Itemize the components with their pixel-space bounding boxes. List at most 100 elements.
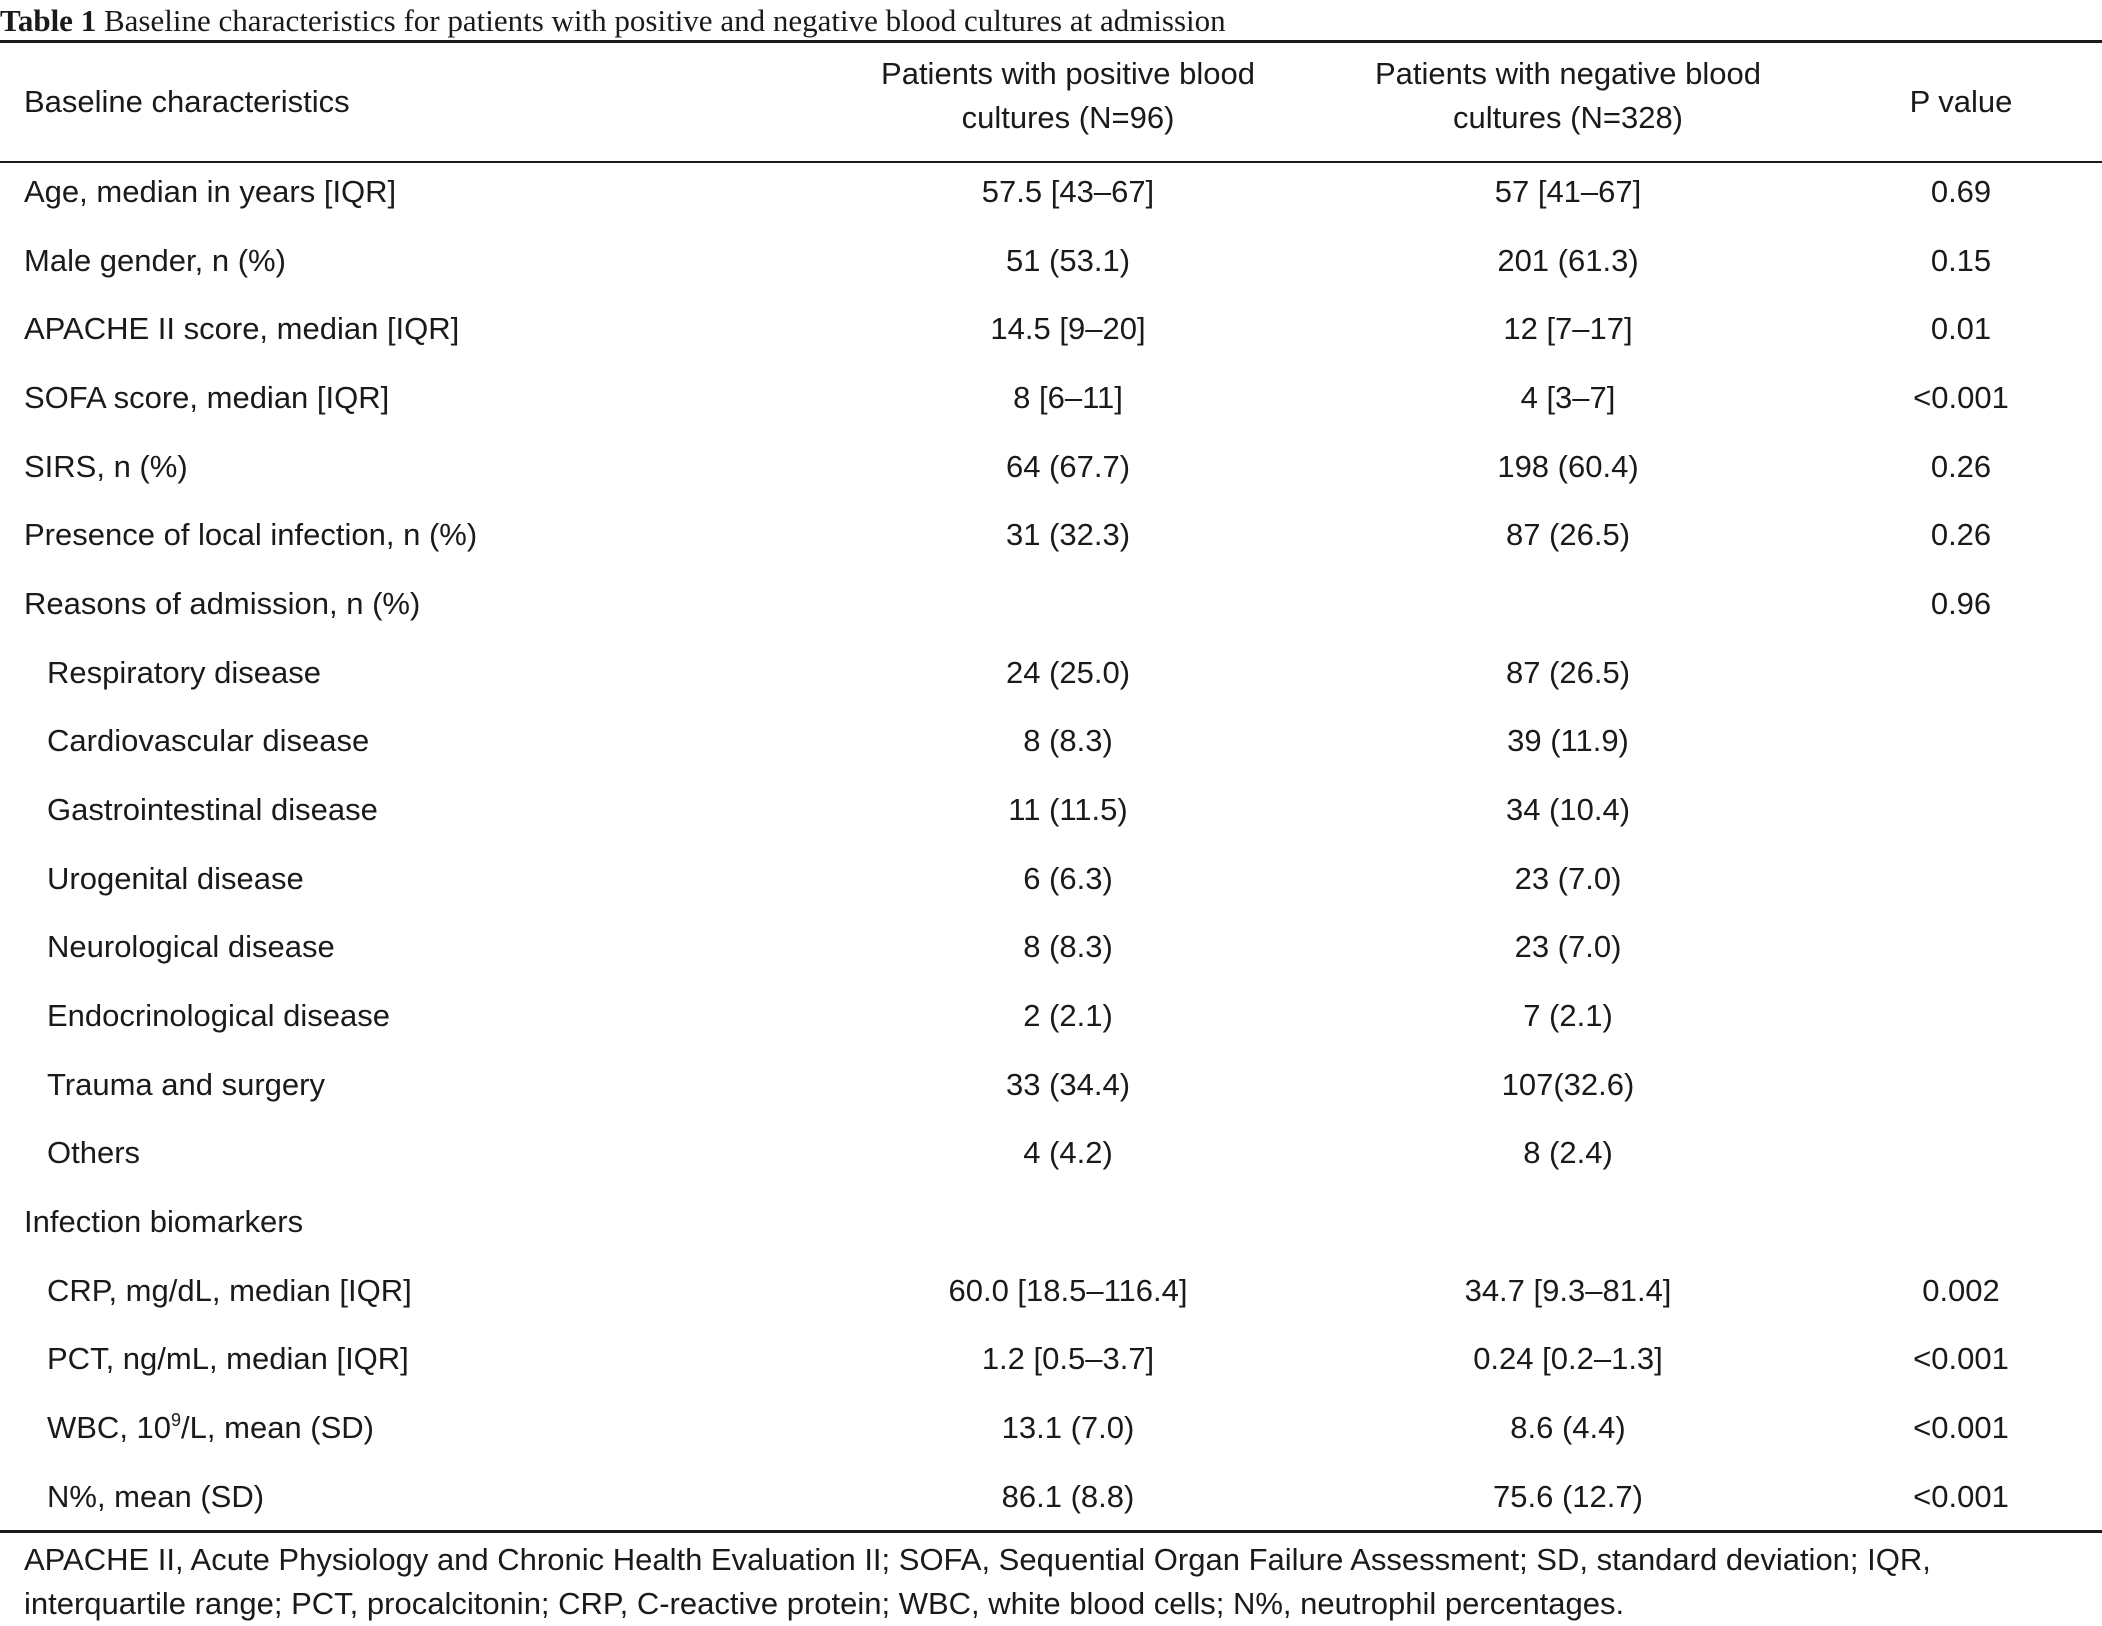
table-row: Neurological disease 8 (8.3) 23 (7.0) [0,925,2102,969]
row-label: Cardiovascular disease [47,723,370,758]
row-label: CRP, mg/dL, median [IQR] [47,1273,412,1308]
row-negative-value: 198 (60.4) [1497,449,1639,484]
footnote-line2: interquartile range; PCT, procalcitonin;… [24,1586,1625,1621]
row-negative-value: 8 (2.4) [1523,1135,1613,1170]
row-p-value: <0.001 [1913,1479,2009,1514]
table-row: Reasons of admission, n (%) 0.96 [0,582,2102,626]
row-positive-value: 14.5 [9–20] [990,311,1146,346]
row-negative-value: 57 [41–67] [1494,174,1642,209]
header-negative-cultures: Patients with negative blood cultures (N… [1318,52,1818,152]
row-p-value: 0.96 [1930,586,1992,621]
header-positive-cultures: Patients with positive blood cultures (N… [818,52,1318,152]
row-p-value: 0.15 [1930,243,1992,278]
row-negative-value: 201 (61.3) [1497,243,1639,278]
row-p-value: 0.26 [1930,517,1992,552]
row-positive-value: 8 (8.3) [1023,723,1113,758]
row-negative-value: 0.24 [0.2–1.3] [1473,1341,1663,1376]
row-label: Age, median in years [IQR] [24,174,397,209]
row-p-value: <0.001 [1913,1410,2009,1445]
row-label: Urogenital disease [47,861,304,896]
row-label: WBC, 109/L, mean (SD) [47,1406,827,1450]
row-label: SOFA score, median [IQR] [24,380,390,415]
table-header-rule [0,161,2102,163]
row-label: Gastrointestinal disease [47,792,378,827]
row-positive-value: 1.2 [0.5–3.7] [981,1341,1155,1376]
row-label: SIRS, n (%) [24,449,188,484]
table-row: Trauma and surgery 33 (34.4) 107(32.6) [0,1063,2102,1107]
row-positive-value: 2 (2.1) [1023,998,1113,1033]
row-positive-value: 8 [6–11] [1013,380,1123,415]
table-row: Male gender, n (%) 51 (53.1) 201 (61.3) … [0,239,2102,283]
row-negative-value: 87 (26.5) [1505,655,1631,690]
table-row: APACHE II score, median [IQR] 14.5 [9–20… [0,307,2102,351]
row-negative-value: 23 (7.0) [1514,929,1622,964]
table-row: Urogenital disease 6 (6.3) 23 (7.0) [0,857,2102,901]
table-row: Respiratory disease 24 (25.0) 87 (26.5) [0,651,2102,695]
table-caption: Table 1 Baseline characteristics for pat… [0,2,2102,40]
row-label: Endocrinological disease [47,998,390,1033]
row-positive-value: 60.0 [18.5–116.4] [948,1273,1188,1308]
table-row: Gastrointestinal disease 11 (11.5) 34 (1… [0,788,2102,832]
row-label-pre: WBC, 10 [47,1410,172,1445]
table-row: Endocrinological disease 2 (2.1) 7 (2.1) [0,994,2102,1038]
table-row: SIRS, n (%) 64 (67.7) 198 (60.4) 0.26 [0,445,2102,489]
header-positive-line1: Patients with positive blood [881,56,1255,91]
row-positive-value: 11 (11.5) [1008,792,1128,827]
row-label: Respiratory disease [47,655,321,690]
row-negative-value: 8.6 (4.4) [1510,1410,1626,1445]
row-negative-value: 4 [3–7] [1520,380,1616,415]
row-label: Male gender, n (%) [24,243,286,278]
row-label-post: /L, mean (SD) [181,1410,374,1445]
row-p-value: <0.001 [1913,1341,2009,1376]
row-positive-value: 24 (25.0) [1005,655,1131,690]
header-positive-line2: cultures (N=96) [961,100,1175,135]
header-p-value: P value [1909,84,2013,119]
row-label: APACHE II score, median [IQR] [24,311,460,346]
row-label: Reasons of admission, n (%) [24,586,421,621]
table-row: Others 4 (4.2) 8 (2.4) [0,1131,2102,1175]
row-p-value: 0.26 [1930,449,1992,484]
header-negative-line1: Patients with negative blood [1374,56,1762,91]
row-label: Others [47,1135,141,1170]
row-label: Infection biomarkers [24,1204,304,1239]
header-negative-line2: cultures (N=328) [1452,100,1684,135]
row-label: N%, mean (SD) [47,1479,265,1514]
table-row: Presence of local infection, n (%) 31 (3… [0,513,2102,557]
row-p-value: <0.001 [1913,380,2009,415]
row-p-value: 0.69 [1930,174,1992,209]
footnote-line1: APACHE II, Acute Physiology and Chronic … [24,1542,1931,1577]
table-footnote: APACHE II, Acute Physiology and Chronic … [24,1538,2086,1626]
row-positive-value: 64 (67.7) [1005,449,1131,484]
table-bottom-rule [0,1530,2102,1533]
row-positive-value: 6 (6.3) [1023,861,1113,896]
table-top-rule [0,40,2102,43]
row-positive-value: 13.1 (7.0) [1001,1410,1135,1445]
row-negative-value: 87 (26.5) [1505,517,1631,552]
row-positive-value: 57.5 [43–67] [981,174,1155,209]
row-p-value: 0.002 [1922,1273,2000,1308]
table-caption-label: Table 1 [0,3,97,38]
row-p-value: 0.01 [1930,311,1992,346]
table-row: Age, median in years [IQR] 57.5 [43–67] … [0,170,2102,214]
table-caption-text: Baseline characteristics for patients wi… [103,3,1226,38]
table-row: WBC, 109/L, mean (SD) 13.1 (7.0) 8.6 (4.… [0,1406,2102,1450]
row-negative-value: 12 [7–17] [1503,311,1633,346]
header-baseline-characteristics: Baseline characteristics [24,84,350,119]
table-row: PCT, ng/mL, median [IQR] 1.2 [0.5–3.7] 0… [0,1337,2102,1381]
row-negative-value: 7 (2.1) [1523,998,1613,1033]
row-negative-value: 75.6 (12.7) [1493,1479,1643,1514]
row-label: Neurological disease [47,929,335,964]
row-positive-value: 51 (53.1) [1005,243,1131,278]
row-positive-value: 86.1 (8.8) [1001,1479,1135,1514]
row-positive-value: 31 (32.3) [1005,517,1131,552]
table-row: Cardiovascular disease 8 (8.3) 39 (11.9) [0,719,2102,763]
row-negative-value: 23 (7.0) [1514,861,1622,896]
row-negative-value: 34.7 [9.3–81.4] [1464,1273,1672,1308]
table-row: CRP, mg/dL, median [IQR] 60.0 [18.5–116.… [0,1269,2102,1313]
row-negative-value: 107(32.6) [1501,1067,1635,1102]
row-label-superscript: 9 [171,1410,182,1430]
table-row: Infection biomarkers [0,1200,2102,1244]
table-row: N%, mean (SD) 86.1 (8.8) 75.6 (12.7) <0.… [0,1475,2102,1519]
row-positive-value: 33 (34.4) [1005,1067,1131,1102]
row-negative-value: 34 (10.4) [1505,792,1631,827]
